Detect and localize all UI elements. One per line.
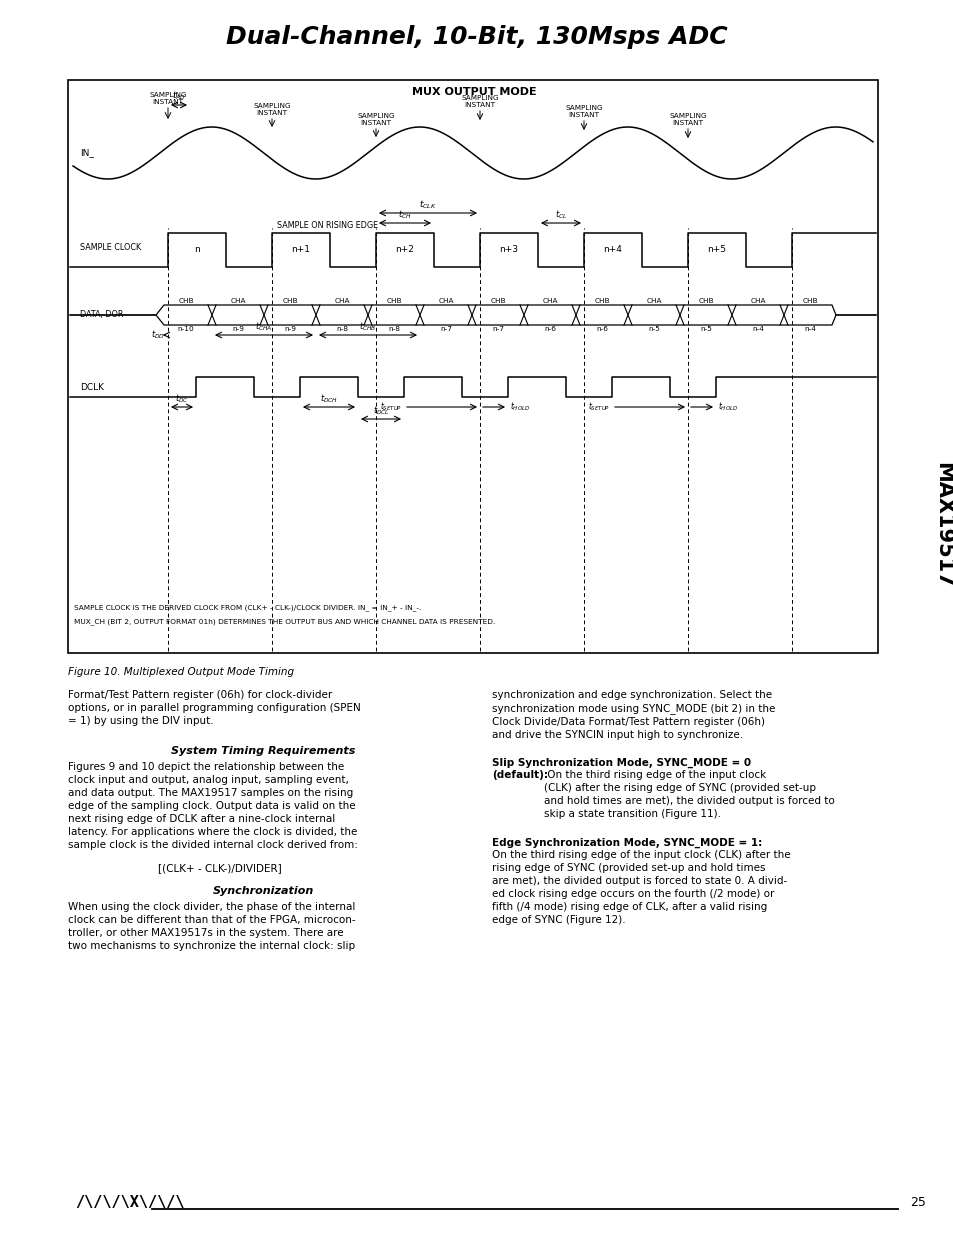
Text: /\/\/\X\/\/\: /\/\/\X\/\/\ xyxy=(75,1195,184,1210)
Text: MAX19517: MAX19517 xyxy=(932,462,952,588)
Text: n-4: n-4 xyxy=(751,326,763,332)
Text: Figures 9 and 10 depict the relationship between the
clock input and output, ana: Figures 9 and 10 depict the relationship… xyxy=(68,762,357,850)
Text: n-7: n-7 xyxy=(492,326,503,332)
Text: n+3: n+3 xyxy=(499,246,518,254)
Text: $t_{SETUP}$: $t_{SETUP}$ xyxy=(587,400,609,414)
Text: n-9: n-9 xyxy=(232,326,244,332)
Text: n+1: n+1 xyxy=(292,246,310,254)
Text: $t_{DCL}$: $t_{DCL}$ xyxy=(373,405,389,417)
Text: CHB: CHB xyxy=(698,298,713,304)
Text: SAMPLE ON RISING EDGE: SAMPLE ON RISING EDGE xyxy=(276,221,377,230)
Text: n-5: n-5 xyxy=(700,326,711,332)
Text: Dual-Channel, 10-Bit, 130Msps ADC: Dual-Channel, 10-Bit, 130Msps ADC xyxy=(226,25,727,49)
Text: CHB: CHB xyxy=(801,298,817,304)
Text: SAMPLE CLOCK: SAMPLE CLOCK xyxy=(80,242,141,252)
Text: CHB: CHB xyxy=(282,298,297,304)
Text: n-7: n-7 xyxy=(439,326,452,332)
Text: n-6: n-6 xyxy=(596,326,607,332)
Text: On the third rising edge of the input clock (CLK) after the
rising edge of SYNC : On the third rising edge of the input cl… xyxy=(492,850,790,925)
Text: CHA: CHA xyxy=(437,298,454,304)
Text: SAMPLE CLOCK IS THE DERIVED CLOCK FROM (CLK+ - CLK-)/CLOCK DIVIDER. IN_ = IN_+ -: SAMPLE CLOCK IS THE DERIVED CLOCK FROM (… xyxy=(74,604,421,611)
Text: CHA: CHA xyxy=(645,298,661,304)
Text: MUX_CH (BIT 2, OUTPUT FORMAT 01h) DETERMINES THE OUTPUT BUS AND WHICH CHANNEL DA: MUX_CH (BIT 2, OUTPUT FORMAT 01h) DETERM… xyxy=(74,619,495,625)
Text: CHA: CHA xyxy=(749,298,765,304)
Text: Edge Synchronization Mode, SYNC_MODE = 1:: Edge Synchronization Mode, SYNC_MODE = 1… xyxy=(492,839,761,848)
Text: n-8: n-8 xyxy=(388,326,399,332)
Text: $t_{CH}$: $t_{CH}$ xyxy=(397,209,412,221)
Text: Synchronization: Synchronization xyxy=(213,885,314,897)
Text: Slip Synchronization Mode, SYNC_MODE = 0: Slip Synchronization Mode, SYNC_MODE = 0 xyxy=(492,758,750,768)
Text: CHA: CHA xyxy=(334,298,350,304)
Bar xyxy=(68,80,877,653)
Text: n-9: n-9 xyxy=(284,326,295,332)
Text: CHA: CHA xyxy=(230,298,246,304)
Text: $t_{CHB}$: $t_{CHB}$ xyxy=(359,321,376,333)
Text: 25: 25 xyxy=(909,1197,925,1209)
Text: $t_{SETUP}$: $t_{SETUP}$ xyxy=(379,400,401,414)
Text: CHB: CHB xyxy=(178,298,193,304)
Text: $t_{HOLD}$: $t_{HOLD}$ xyxy=(510,400,530,414)
Text: n-5: n-5 xyxy=(647,326,659,332)
Text: [(CLK+ - CLK-)/DIVIDER]: [(CLK+ - CLK-)/DIVIDER] xyxy=(158,863,281,873)
Text: SAMPLING
INSTANT: SAMPLING INSTANT xyxy=(356,112,395,126)
Text: n-4: n-4 xyxy=(803,326,815,332)
Text: $t_{DCH}$: $t_{DCH}$ xyxy=(319,393,337,405)
Text: (default):: (default): xyxy=(492,769,547,781)
Text: On the third rising edge of the input clock
(CLK) after the rising edge of SYNC : On the third rising edge of the input cl… xyxy=(543,769,834,819)
Text: CHB: CHB xyxy=(386,298,401,304)
Text: SAMPLING
INSTANT: SAMPLING INSTANT xyxy=(253,103,291,116)
Text: $t_{DD}$: $t_{DD}$ xyxy=(151,329,165,341)
Text: System Timing Requirements: System Timing Requirements xyxy=(171,746,355,756)
Text: Figure 10. Multiplexed Output Mode Timing: Figure 10. Multiplexed Output Mode Timin… xyxy=(68,667,294,677)
Text: n-10: n-10 xyxy=(177,326,194,332)
Text: SAMPLING
INSTANT: SAMPLING INSTANT xyxy=(564,105,602,119)
Text: CHA: CHA xyxy=(541,298,558,304)
Text: Format/Test Pattern register (06h) for clock-divider
options, or in parallel pro: Format/Test Pattern register (06h) for c… xyxy=(68,690,360,726)
Text: n+2: n+2 xyxy=(395,246,414,254)
Text: n+5: n+5 xyxy=(707,246,726,254)
Text: SAMPLING
INSTANT: SAMPLING INSTANT xyxy=(149,91,187,105)
Text: n+4: n+4 xyxy=(603,246,621,254)
Text: synchronization and edge synchronization. Select the
synchronization mode using : synchronization and edge synchronization… xyxy=(492,690,775,740)
Text: n-8: n-8 xyxy=(335,326,348,332)
Text: CHB: CHB xyxy=(490,298,505,304)
Text: DCLK: DCLK xyxy=(80,383,104,391)
Text: MUX OUTPUT MODE: MUX OUTPUT MODE xyxy=(412,86,536,98)
Text: SAMPLING
INSTANT: SAMPLING INSTANT xyxy=(460,95,498,107)
Text: $t_{CL}$: $t_{CL}$ xyxy=(555,209,566,221)
Text: $t_{AD}$: $t_{AD}$ xyxy=(172,89,186,103)
Text: SAMPLING
INSTANT: SAMPLING INSTANT xyxy=(668,112,706,126)
Text: $t_{HOLD}$: $t_{HOLD}$ xyxy=(718,400,738,414)
Text: $t_{CLK}$: $t_{CLK}$ xyxy=(418,199,436,211)
Text: When using the clock divider, the phase of the internal
clock can be different t: When using the clock divider, the phase … xyxy=(68,902,355,951)
Text: $t_{CHA}$: $t_{CHA}$ xyxy=(255,321,273,333)
Text: n-6: n-6 xyxy=(543,326,556,332)
Text: n: n xyxy=(193,246,200,254)
Text: CHB: CHB xyxy=(594,298,609,304)
Text: DATA, DOR: DATA, DOR xyxy=(80,310,123,320)
Text: $t_{DC}$: $t_{DC}$ xyxy=(175,393,189,405)
Text: IN_: IN_ xyxy=(80,148,93,158)
